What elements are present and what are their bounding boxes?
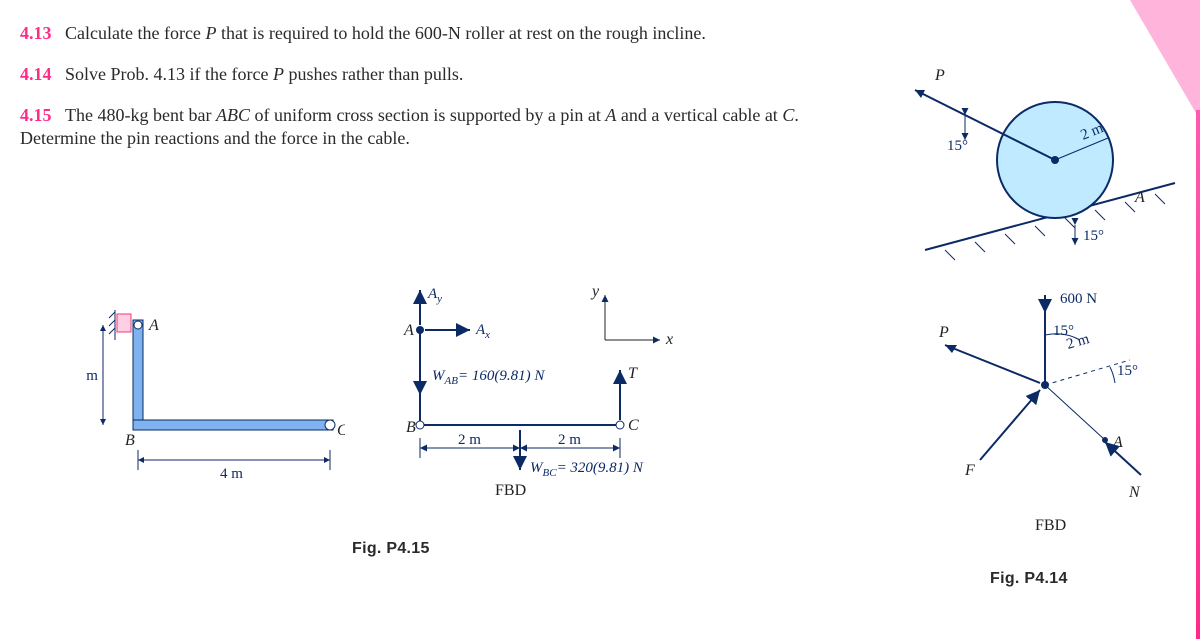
problem-text: Calculate the force <box>65 23 205 43</box>
label-C: C <box>628 417 639 434</box>
problem-4-13: 4.13 Calculate the force P that is requi… <box>20 22 830 45</box>
var-P: P <box>205 23 216 43</box>
var-P: P <box>273 64 284 84</box>
label-B: B <box>406 419 416 436</box>
label-F: F <box>964 462 975 479</box>
label-Wab: WAB= 160(9.81) N <box>432 368 545 387</box>
page-edge-decoration <box>1196 110 1200 639</box>
angle-15-inc: 15° <box>1117 363 1138 379</box>
problem-4-15: 4.15 The 480-kg bent bar ABC of uniform … <box>20 104 830 150</box>
fig-4-15-caption: Fig. P4.15 <box>352 540 430 558</box>
var-A: A <box>605 105 616 125</box>
fbd-label: FBD <box>1035 517 1066 534</box>
problem-number: 4.13 <box>20 23 52 43</box>
problem-text: that is required to hold the 600-N rolle… <box>216 23 705 43</box>
var-ABC: ABC <box>216 105 250 125</box>
label-P: P <box>938 324 949 341</box>
dim-2m: 2 m <box>85 368 98 384</box>
problem-number: 4.15 <box>20 105 52 125</box>
dim-4m: 4 m <box>220 466 243 482</box>
problem-text-block: 4.13 Calculate the force P that is requi… <box>20 22 830 168</box>
label-A-node: A <box>403 322 414 339</box>
problem-text: Solve Prob. 4.13 if the force <box>65 64 273 84</box>
axis-x: x <box>665 331 673 348</box>
label-N: N <box>1128 484 1141 501</box>
fig-4-14-caption: Fig. P4.14 <box>990 570 1068 588</box>
label-Wbc: WBC= 320(9.81) N <box>530 460 644 479</box>
axis-y: y <box>590 283 600 300</box>
label-T: T <box>628 365 638 382</box>
problem-text: and a vertical cable at <box>616 105 782 125</box>
angle-15-incline: 15° <box>1083 228 1104 244</box>
label-B: B <box>125 432 135 449</box>
fig-4-15-left: A B C 2 m 4 m <box>85 300 345 500</box>
dim-2m-b: 2 m <box>558 432 581 448</box>
label-A: A <box>1112 434 1123 451</box>
label-Ax: Ax <box>475 322 490 341</box>
label-A: A <box>148 317 159 334</box>
fig-4-14-fbd: 600 N A N F P 15° 15° 2 m FBD <box>905 275 1195 535</box>
dim-2m-a: 2 m <box>458 432 481 448</box>
var-C: C <box>782 105 794 125</box>
problem-text: pushes rather than pulls. <box>284 64 463 84</box>
angle-15-rope: 15° <box>947 138 968 154</box>
label-600N: 600 N <box>1060 291 1097 307</box>
fbd-label: FBD <box>495 482 526 499</box>
fig-4-15-fbd: y x Ay Ax A WAB= 160(9.81) N T C B WBC= … <box>370 280 730 530</box>
problem-text: of uniform cross section is supported by… <box>250 105 605 125</box>
label-C: C <box>337 422 345 439</box>
label-P: P <box>934 67 945 84</box>
label-Ay: Ay <box>427 286 442 305</box>
label-A-contact: A <box>1134 189 1145 206</box>
problem-4-14: 4.14 Solve Prob. 4.13 if the force P pus… <box>20 63 830 86</box>
problem-number: 4.14 <box>20 64 52 84</box>
problem-text: The 480-kg bent bar <box>65 105 216 125</box>
fig-4-14-top: P 15° A 2 m 15° <box>905 60 1195 270</box>
